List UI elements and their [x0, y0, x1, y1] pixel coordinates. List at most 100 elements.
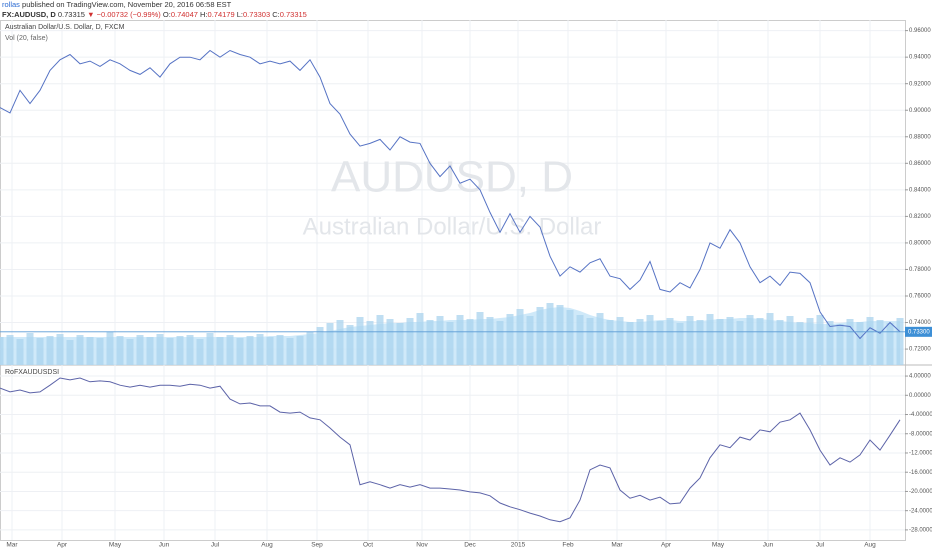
volume-bar — [306, 332, 314, 365]
volume-bar — [386, 319, 394, 365]
volume-bar — [866, 317, 874, 365]
volume-bar — [726, 317, 734, 365]
watermark-subtitle: Australian Dollar/U.S. Dollar — [303, 213, 602, 240]
volume-bar — [736, 321, 744, 365]
volume-bar — [36, 338, 44, 365]
volume-bar — [816, 315, 824, 365]
volume-bar — [436, 316, 444, 365]
x-tick-label: Mar — [611, 542, 623, 549]
published: published on TradingView.com, November 2… — [22, 0, 232, 9]
x-tick-label: Mar — [6, 542, 18, 549]
x-tick-label: Dec — [464, 542, 476, 549]
volume-bar — [676, 323, 684, 365]
open: 0.74047 — [170, 10, 198, 19]
x-tick-label: Apr — [661, 542, 672, 549]
x-tick-label: 2015 — [511, 542, 526, 549]
price-line — [0, 377, 901, 523]
volume-bar — [26, 333, 34, 365]
volume-bar — [886, 323, 894, 365]
volume-bar — [156, 334, 164, 365]
volume-bar — [326, 323, 334, 365]
header: rollas published on TradingView.com, Nov… — [2, 0, 307, 20]
y-tick-label: 0.90000 — [909, 108, 931, 114]
volume-bar — [616, 317, 624, 365]
volume-bar — [236, 338, 244, 365]
panel-subtitle: Vol (20, false) — [5, 35, 48, 42]
volume-bar — [346, 325, 354, 365]
y-tick-label: 0.92000 — [909, 81, 931, 87]
volume-bar — [476, 312, 484, 365]
volume-bar — [746, 315, 754, 365]
high: 0.74179 — [207, 10, 235, 19]
x-tick-label: Nov — [416, 542, 428, 549]
volume-bar — [46, 336, 54, 365]
o-label: O: — [162, 10, 171, 19]
volume-bar — [506, 314, 514, 365]
y-tick-label: 0.82000 — [909, 214, 931, 220]
volume-bar — [166, 338, 174, 365]
volume-bar — [646, 315, 654, 365]
y-tick-label: 0.78000 — [909, 267, 931, 273]
volume-bar — [466, 319, 474, 365]
volume-bar — [256, 334, 264, 365]
y-tick-label: -20.00000 — [909, 489, 932, 495]
volume-bar — [586, 318, 594, 365]
volume-bar — [766, 313, 774, 365]
y-tick-label: -28.00000 — [909, 527, 932, 533]
volume-bar — [556, 305, 564, 365]
volume-bar — [626, 322, 634, 365]
last: 0.73315 — [57, 10, 85, 19]
volume-bar — [566, 310, 574, 365]
last-price-label: 0.73300 — [908, 329, 930, 335]
volume-bar — [636, 319, 644, 365]
y-tick-label: 4.00000 — [909, 374, 931, 380]
volume-bar — [176, 336, 184, 365]
x-tick-label: Jul — [211, 542, 220, 549]
volume-bar — [216, 337, 224, 365]
x-tick-label: Oct — [363, 542, 373, 549]
plot-frame — [0, 20, 906, 541]
y-tick-label: -12.00000 — [909, 451, 932, 457]
y-tick-label: 0.74000 — [909, 320, 931, 326]
x-tick-label: May — [712, 542, 725, 549]
volume-bar — [786, 316, 794, 365]
volume-bar — [496, 321, 504, 365]
quote-line: FX:AUDUSD, D 0.73315 ▼ −0.00732 (−0.99%)… — [2, 10, 307, 20]
x-tick-label: Jul — [816, 542, 825, 549]
l-label: L: — [236, 10, 244, 19]
y-tick-label: 0.84000 — [909, 187, 931, 193]
volume-bar — [806, 318, 814, 365]
volume-bar — [266, 337, 274, 365]
volume-bar — [316, 327, 324, 365]
volume-bar — [276, 335, 284, 365]
volume-bar — [16, 339, 24, 365]
volume-bar — [446, 322, 454, 365]
volume-bar — [516, 309, 524, 365]
volume-bar — [296, 336, 304, 365]
volume-bar — [226, 335, 234, 365]
low: 0.73303 — [243, 10, 271, 19]
c-label: C: — [272, 10, 280, 19]
user[interactable]: rollas — [2, 0, 20, 9]
volume-bar — [286, 338, 294, 365]
volume-bar — [76, 335, 84, 365]
volume-bar — [416, 313, 424, 365]
y-tick-label: 0.80000 — [909, 241, 931, 247]
volume-bar — [536, 307, 544, 365]
watermark: AUDUSD, D — [331, 153, 573, 202]
volume-bar — [576, 315, 584, 365]
volume-bar — [336, 320, 344, 365]
y-tick-label: -24.00000 — [909, 508, 932, 514]
y-tick-label: -4.00000 — [909, 412, 932, 418]
volume-bar — [356, 317, 364, 365]
volume-bar — [776, 320, 784, 365]
x-tick-label: May — [109, 542, 122, 549]
volume-bar — [656, 321, 664, 365]
volume-bar — [696, 320, 704, 365]
volume-bar — [836, 324, 844, 365]
volume-bar — [716, 319, 724, 365]
publish-line: rollas published on TradingView.com, Nov… — [2, 0, 307, 10]
volume-bar — [186, 335, 194, 365]
h-label: H: — [200, 10, 208, 19]
